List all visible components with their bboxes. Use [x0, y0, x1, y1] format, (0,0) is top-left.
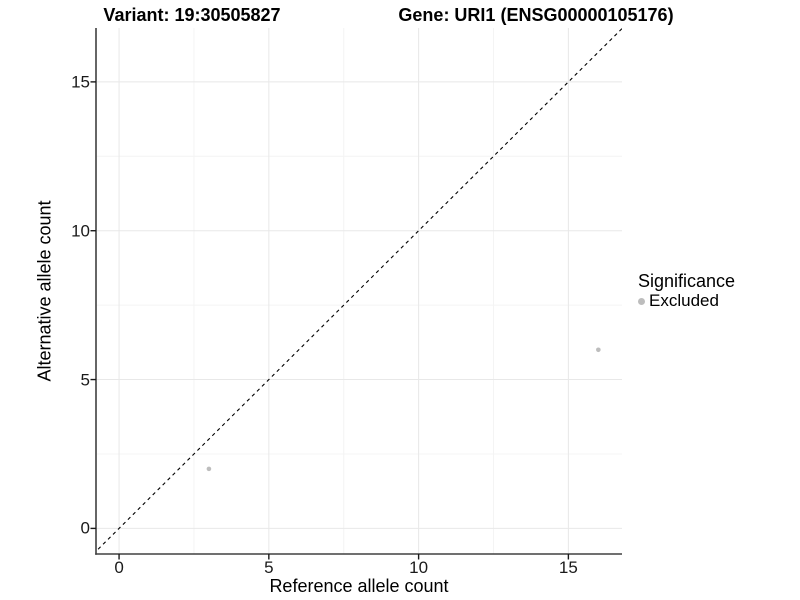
y-tick-label: 15 [71, 72, 90, 92]
x-tick-label: 15 [558, 558, 578, 577]
y-tick-label: 5 [80, 370, 90, 390]
x-tick-label: 10 [409, 558, 429, 577]
variant-title: Variant: 19:30505827 [103, 5, 281, 25]
legend: Significance Excluded [638, 271, 735, 311]
legend-item-label: Excluded [649, 291, 719, 310]
legend-item-excluded: Excluded [638, 291, 735, 311]
gene-title: Gene: URI1 (ENSG00000105176) [398, 5, 674, 25]
x-tick-label: 0 [114, 558, 124, 577]
y-tick-label: 0 [80, 518, 90, 538]
x-axis-title: Reference allele count [269, 576, 449, 596]
legend-title: Significance [638, 271, 736, 291]
x-tick-label: 5 [264, 558, 274, 577]
y-tick-label: 10 [71, 221, 90, 241]
excluded-point-icon [638, 297, 645, 305]
